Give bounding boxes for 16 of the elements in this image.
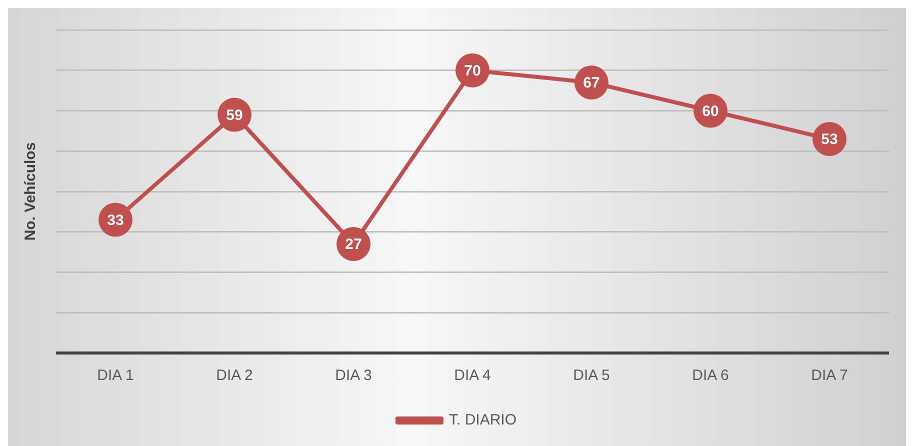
data-label: 60 xyxy=(702,102,719,120)
x-tick-label: DIA 2 xyxy=(216,367,253,384)
x-tick-label: DIA 7 xyxy=(811,367,848,384)
x-tick-label: DIA 6 xyxy=(692,367,729,384)
y-axis-title: No. Vehículos xyxy=(22,142,40,241)
data-label: 59 xyxy=(226,106,243,124)
x-tick-label: DIA 5 xyxy=(573,367,610,384)
legend-label: T. DIARIO xyxy=(448,412,517,429)
data-label: 27 xyxy=(345,236,362,254)
data-label: 70 xyxy=(464,62,481,80)
data-label: 67 xyxy=(583,74,600,92)
data-label: 53 xyxy=(821,131,838,148)
x-tick-label: DIA 3 xyxy=(335,367,372,384)
x-tick-label: DIA 1 xyxy=(97,367,134,384)
data-label: 33 xyxy=(107,212,124,229)
x-tick-label: DIA 4 xyxy=(454,367,491,384)
